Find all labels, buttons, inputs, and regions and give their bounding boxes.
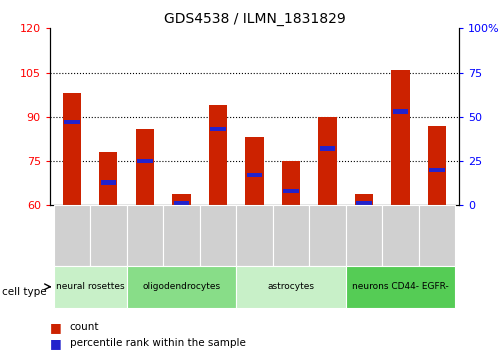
Text: percentile rank within the sample: percentile rank within the sample: [70, 338, 246, 348]
Bar: [174, 201, 189, 206]
Bar: [393, 109, 408, 114]
Bar: [210, 127, 226, 131]
Bar: [200, 205, 236, 266]
Bar: [320, 147, 335, 151]
Text: neurons CD44- EGFR-: neurons CD44- EGFR-: [352, 282, 449, 291]
Text: neural rosettes: neural rosettes: [56, 282, 124, 291]
Bar: [346, 266, 456, 308]
Bar: [355, 194, 373, 205]
Text: count: count: [70, 322, 99, 332]
Bar: [246, 137, 263, 205]
Text: ■: ■: [50, 321, 62, 334]
Bar: [90, 205, 127, 266]
Bar: [127, 205, 163, 266]
Bar: [318, 117, 337, 205]
Bar: [356, 201, 372, 206]
Bar: [209, 105, 227, 205]
Bar: [53, 266, 127, 308]
Bar: [382, 205, 419, 266]
Bar: [236, 205, 273, 266]
Bar: [346, 205, 382, 266]
Text: cell type: cell type: [2, 287, 47, 297]
Bar: [64, 120, 79, 124]
Bar: [101, 180, 116, 184]
Bar: [247, 173, 262, 177]
Bar: [430, 168, 445, 172]
Text: astrocytes: astrocytes: [267, 282, 314, 291]
Bar: [137, 159, 153, 163]
Title: GDS4538 / ILMN_1831829: GDS4538 / ILMN_1831829: [164, 12, 345, 26]
Bar: [419, 205, 456, 266]
Bar: [428, 126, 446, 205]
Bar: [273, 205, 309, 266]
Text: ■: ■: [50, 337, 62, 350]
Text: oligodendrocytes: oligodendrocytes: [142, 282, 221, 291]
Bar: [53, 205, 90, 266]
Bar: [136, 129, 154, 205]
Bar: [282, 161, 300, 205]
Bar: [236, 266, 346, 308]
Bar: [172, 194, 191, 205]
Bar: [127, 266, 236, 308]
Bar: [283, 189, 299, 193]
Bar: [309, 205, 346, 266]
Bar: [63, 93, 81, 205]
Bar: [99, 152, 117, 205]
Bar: [392, 70, 410, 205]
Bar: [163, 205, 200, 266]
